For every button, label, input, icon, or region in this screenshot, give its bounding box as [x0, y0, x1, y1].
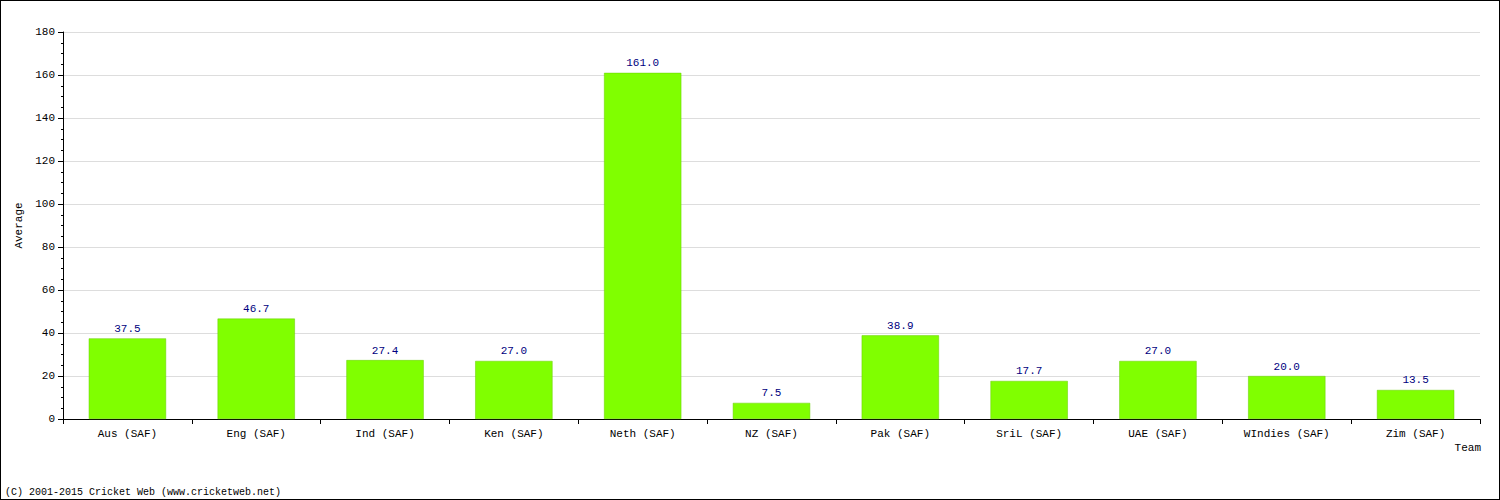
svg-text:SriL (SAF): SriL (SAF) — [996, 428, 1062, 440]
svg-text:13.5: 13.5 — [1402, 374, 1428, 386]
svg-text:180: 180 — [35, 26, 55, 38]
svg-text:160: 160 — [35, 69, 55, 81]
svg-text:27.4: 27.4 — [372, 345, 399, 357]
svg-text:140: 140 — [35, 112, 55, 124]
svg-text:80: 80 — [42, 241, 55, 253]
svg-text:Pak (SAF): Pak (SAF) — [871, 428, 930, 440]
svg-text:161.0: 161.0 — [626, 57, 659, 69]
svg-text:37.5: 37.5 — [114, 323, 140, 335]
svg-text:17.7: 17.7 — [1016, 365, 1042, 377]
svg-text:20.0: 20.0 — [1274, 361, 1300, 373]
svg-text:46.7: 46.7 — [243, 303, 269, 315]
svg-text:NZ (SAF): NZ (SAF) — [745, 428, 798, 440]
svg-text:120: 120 — [35, 155, 55, 167]
svg-text:Ken (SAF): Ken (SAF) — [484, 428, 543, 440]
svg-text:Neth (SAF): Neth (SAF) — [610, 428, 676, 440]
svg-text:Average: Average — [13, 202, 25, 248]
svg-text:Aus (SAF): Aus (SAF) — [98, 428, 157, 440]
svg-text:100: 100 — [35, 198, 55, 210]
svg-text:0: 0 — [48, 413, 55, 425]
svg-text:(C) 2001-2015 Cricket Web (www: (C) 2001-2015 Cricket Web (www.cricketwe… — [5, 487, 281, 498]
svg-text:UAE (SAF): UAE (SAF) — [1128, 428, 1187, 440]
svg-text:Eng (SAF): Eng (SAF) — [227, 428, 286, 440]
svg-text:27.0: 27.0 — [501, 345, 527, 357]
svg-text:Team: Team — [1455, 442, 1482, 454]
svg-text:27.0: 27.0 — [1145, 345, 1171, 357]
svg-text:WIndies (SAF): WIndies (SAF) — [1244, 428, 1330, 440]
svg-text:Ind (SAF): Ind (SAF) — [355, 428, 414, 440]
svg-text:20: 20 — [42, 370, 55, 382]
svg-text:40: 40 — [42, 327, 55, 339]
svg-text:Zim (SAF): Zim (SAF) — [1386, 428, 1445, 440]
svg-text:7.5: 7.5 — [762, 387, 782, 399]
svg-text:38.9: 38.9 — [887, 320, 913, 332]
svg-text:60: 60 — [42, 284, 55, 296]
